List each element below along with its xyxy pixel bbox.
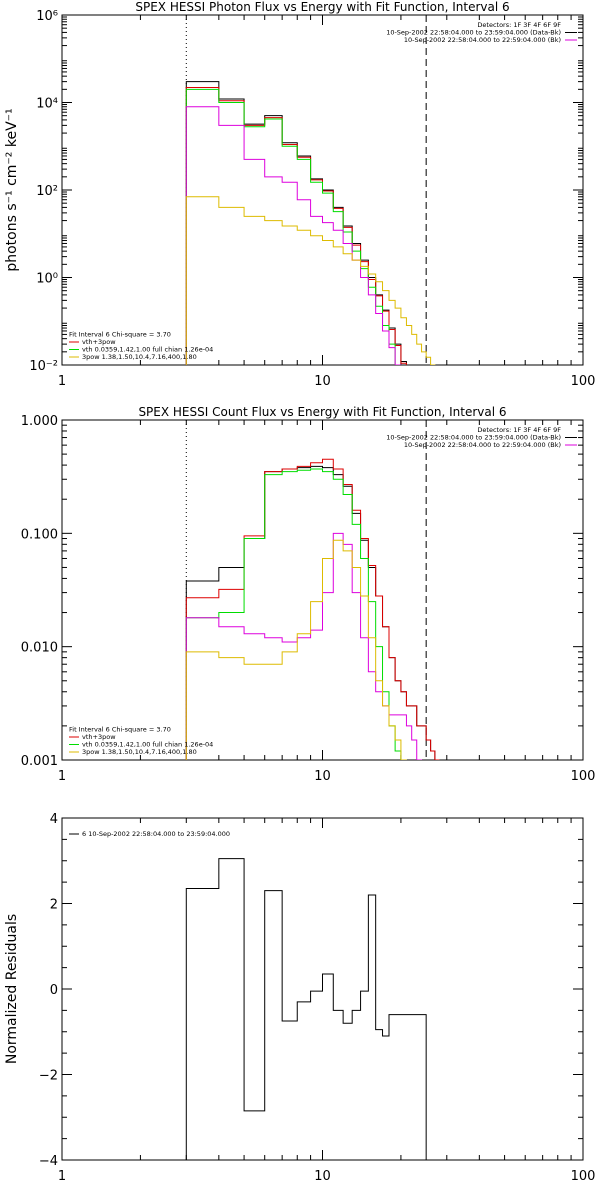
x-tick-label: 100 xyxy=(571,769,596,784)
series-line-4 xyxy=(185,532,423,760)
series-line-1 xyxy=(185,81,407,365)
y-tick-label: 0.010 xyxy=(21,641,58,656)
y-tick-label: −4 xyxy=(39,1154,58,1169)
info-line: 10-Sep-2002 22:58:04.000 to 23:59:04.000… xyxy=(386,434,561,442)
info-line: 10-Sep-2002 22:58:04.000 to 22:59:04.000… xyxy=(404,441,561,449)
series-line-3 xyxy=(185,88,402,365)
legend-line: 6 10-Sep-2002 22:58:04.000 to 23:59:04.0… xyxy=(82,830,230,838)
info-line: 10-Sep-2002 22:58:04.000 to 23:59:04.000… xyxy=(386,29,561,37)
y-tick-label: 10⁰ xyxy=(36,272,58,287)
y-tick-label: −2 xyxy=(39,1069,58,1084)
series-line-5 xyxy=(185,196,436,365)
y-tick-label: 4 xyxy=(50,812,58,827)
x-tick-label: 10 xyxy=(314,1169,331,1184)
series-line-1 xyxy=(185,465,440,760)
legend-line: Fit Interval 6 Chi-square = 3.70 xyxy=(69,331,171,339)
y-tick-label: 10⁴ xyxy=(36,97,58,112)
y-tick-label: 0 xyxy=(50,983,58,998)
legend-line: Fit Interval 6 Chi-square = 3.70 xyxy=(69,726,171,734)
chart-panel-2: SPEX HESSI Count Flux vs Energy with Fit… xyxy=(21,405,596,784)
x-tick-label: 1 xyxy=(58,374,66,389)
info-line: 10-Sep-2002 22:58:04.000 to 22:59:04.000… xyxy=(404,36,561,44)
chart-panel-3: 1 10 100 −4 −2 0 2 4 Normalized Residuals 6 10-Se… xyxy=(4,812,595,1184)
y-tick-label: 10⁶ xyxy=(36,9,58,24)
series-line-2 xyxy=(185,458,440,760)
series-line-5 xyxy=(185,539,407,760)
chart-title: SPEX HESSI Count Flux vs Energy with Fit… xyxy=(138,405,506,419)
series-group xyxy=(185,458,440,760)
legend-line: vth 0.0359,1.42,1.00 full chian 1.26e-04 xyxy=(82,741,213,749)
x-tick-label: 10 xyxy=(314,769,331,784)
legend-line: 3pow 1.38,1.50,10.4,7.16,400,1.80 xyxy=(82,353,197,361)
x-tick-label: 100 xyxy=(571,374,596,389)
legend-line: 3pow 1.38,1.50,10.4,7.16,400,1.80 xyxy=(82,748,197,756)
y-tick-label: 0.100 xyxy=(21,527,58,542)
series-group xyxy=(185,81,436,365)
series-line-3 xyxy=(185,468,402,760)
y-axis-label: photons s⁻¹ cm⁻² keV⁻¹ xyxy=(4,108,20,271)
y-tick-label: 0.001 xyxy=(21,754,58,769)
series-line-1 xyxy=(185,858,427,1160)
info-line: Detectors: 1F 3F 4F 6F 9F xyxy=(477,426,561,434)
y-tick-label: 2 xyxy=(50,898,58,913)
legend-line: vth+3pow xyxy=(82,338,116,346)
info-line: Detectors: 1F 3F 4F 6F 9F xyxy=(477,21,561,29)
chart-title: SPEX HESSI Photon Flux vs Energy with Fi… xyxy=(135,0,509,14)
legend-line: vth 0.0359,1.42,1.00 full chian 1.26e-04 xyxy=(82,346,213,354)
y-axis-label: Normalized Residuals xyxy=(4,914,20,1064)
x-tick-label: 1 xyxy=(58,1169,66,1184)
series-line-2 xyxy=(185,87,407,365)
y-tick-label: 10⁻² xyxy=(29,359,58,374)
y-tick-label: 10² xyxy=(36,184,58,199)
x-tick-label: 1 xyxy=(58,769,66,784)
legend-line: vth+3pow xyxy=(82,733,116,741)
series-group xyxy=(185,858,427,1160)
x-tick-label: 10 xyxy=(314,374,331,389)
series-line-4 xyxy=(185,106,402,365)
chart-panel-1: SPEX HESSI Photon Flux vs Energy with Fi… xyxy=(4,0,595,389)
y-tick-label: 1.000 xyxy=(21,414,58,429)
x-tick-label: 100 xyxy=(571,1169,596,1184)
